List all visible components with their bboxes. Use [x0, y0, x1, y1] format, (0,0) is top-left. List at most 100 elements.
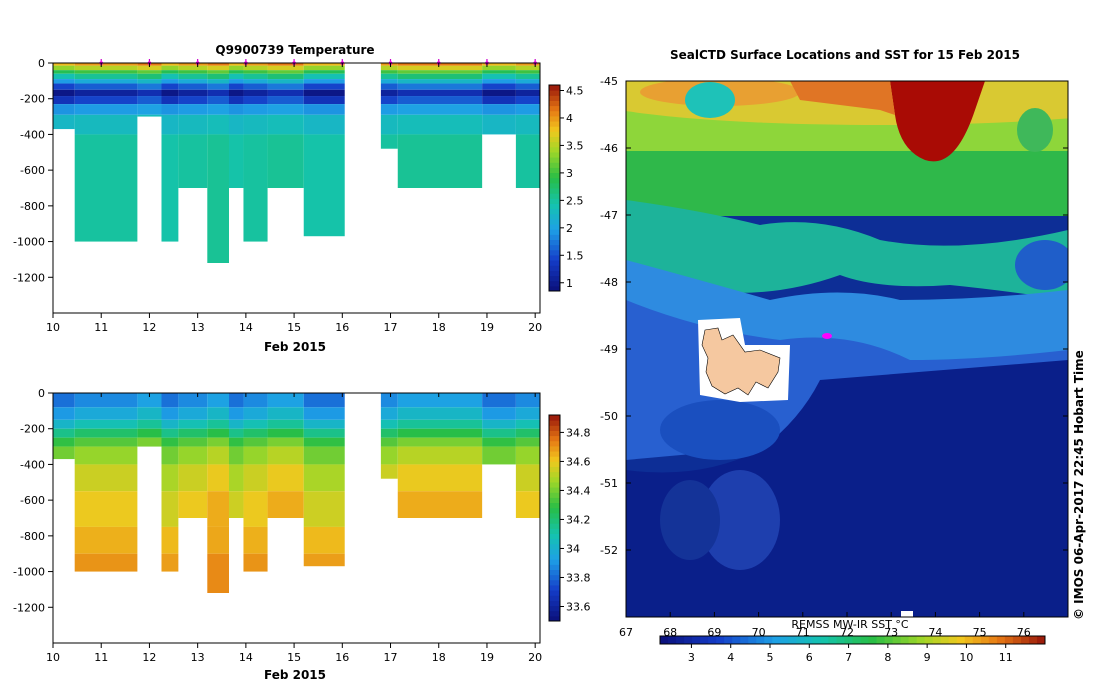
sal-cell	[303, 407, 345, 420]
colorbar-swatch	[549, 285, 560, 292]
temp-cell	[243, 70, 268, 74]
x-tick-label: 20	[528, 651, 542, 664]
temp-cell	[161, 96, 179, 105]
sst-colorbar-swatch	[972, 636, 982, 644]
sal-cell	[303, 393, 345, 408]
temp-cell	[161, 104, 179, 115]
x-tick-label: 18	[432, 321, 446, 334]
temp-cell	[380, 83, 398, 90]
colorbar-swatch	[549, 136, 560, 143]
sal-cell	[74, 491, 138, 527]
sst-colorbar-frame	[659, 635, 1046, 645]
sal-cell	[161, 526, 179, 554]
temp-cell	[137, 83, 162, 90]
y-tick-label: -800	[20, 530, 45, 543]
temp-cell	[137, 70, 162, 74]
sst-colorbar-swatch	[748, 636, 757, 644]
sst-colorbar-swatch	[668, 636, 677, 644]
colorbar-swatch	[549, 466, 560, 473]
sst-colorbar-tick-label: 5	[767, 651, 774, 664]
colorbar-swatch	[549, 584, 560, 591]
temp-cell	[243, 96, 268, 105]
sst-colorbar-tick-label: 6	[806, 651, 813, 664]
temperature-x-label: Feb 2015	[264, 340, 326, 354]
temp-cell	[515, 104, 540, 115]
temp-cell	[397, 63, 483, 66]
sst-colorbar-swatch	[828, 636, 837, 644]
colorbar-swatch	[549, 234, 560, 240]
sal-cell	[303, 419, 345, 429]
temp-cell	[303, 114, 345, 135]
sst-colorbar-tick-label: 9	[924, 651, 931, 664]
x-tick-label: 17	[384, 651, 398, 664]
temp-cell	[515, 65, 540, 71]
sst-colorbar-swatch	[812, 636, 821, 644]
sal-cell	[207, 491, 229, 527]
temp-cell	[207, 63, 229, 66]
colorbar-swatch	[549, 121, 560, 127]
sal-cell	[243, 491, 268, 527]
temp-cell	[482, 79, 516, 84]
x-tick-label: 15	[287, 321, 301, 334]
sst-colorbar-swatch	[884, 636, 894, 644]
temperature-cells	[53, 63, 540, 263]
sal-cell	[161, 428, 179, 438]
sst-colorbar-tick-label: 7	[845, 651, 852, 664]
sst-colorbar-swatch	[996, 636, 1006, 644]
sal-cell	[161, 553, 179, 572]
sst-colorbar-swatch	[1012, 636, 1022, 644]
colorbar-swatch	[549, 430, 560, 437]
temp-cell	[380, 65, 398, 71]
temp-cell	[178, 70, 208, 74]
temperature-section: Q9900739 Temperature 10 11 12 13 14 15 16 17 18 1…	[13, 43, 583, 354]
sal-cell	[243, 446, 268, 465]
sal-cell	[207, 393, 229, 408]
sal-cell	[303, 464, 345, 492]
colorbar-swatch	[549, 420, 560, 426]
sal-cell	[207, 437, 229, 447]
salinity-plot-frame	[52, 392, 541, 644]
temperature-y-axis: 0 -200 -400 -600 -800 -1000 -1200	[13, 57, 53, 284]
temp-cell	[178, 79, 208, 84]
salinity-colorbar: 33.6 33.8 34 34.2 34.4 34.6 34.8	[548, 414, 591, 622]
colorbar-swatch	[549, 131, 560, 137]
lat-tick-label: -50	[600, 410, 618, 423]
temp-cell	[74, 134, 138, 242]
temp-cell	[482, 73, 516, 80]
sal-cell	[53, 428, 75, 438]
sal-cell	[178, 437, 208, 447]
temp-cell	[53, 96, 75, 105]
temp-cell	[74, 96, 138, 105]
sst-colorbar-swatch	[964, 636, 974, 644]
sal-cell	[397, 491, 483, 518]
sal-cell	[397, 446, 483, 465]
temp-cell	[267, 83, 304, 90]
temp-cell	[228, 70, 244, 74]
temp-cell	[178, 134, 208, 188]
sal-cell	[137, 437, 162, 447]
temp-cell	[74, 104, 138, 115]
temp-cell	[207, 104, 229, 115]
sal-cell	[243, 437, 268, 447]
y-tick-label: -1200	[13, 601, 45, 614]
temp-cell	[161, 83, 179, 90]
x-tick-label: 14	[239, 651, 253, 664]
temp-cell	[161, 63, 179, 66]
sst-colorbar-tick-label: 10	[959, 651, 973, 664]
temp-cell	[482, 65, 516, 71]
x-tick-label: 15	[287, 651, 301, 664]
sal-cell	[515, 464, 540, 492]
sst-colorbar-swatch	[932, 636, 942, 644]
sal-cell	[397, 464, 483, 492]
sst-colorbar-swatch	[756, 636, 765, 644]
sal-cell	[397, 407, 483, 420]
colorbar-swatch	[549, 435, 560, 442]
colorbar-swatch	[549, 218, 560, 225]
colorbar-swatch	[549, 249, 560, 256]
sal-cell	[178, 393, 208, 408]
temp-cell	[137, 104, 162, 115]
sst-colorbar-swatch	[988, 636, 998, 644]
temp-cell	[397, 134, 483, 188]
sal-cell	[53, 437, 75, 447]
sal-cell	[228, 464, 244, 492]
